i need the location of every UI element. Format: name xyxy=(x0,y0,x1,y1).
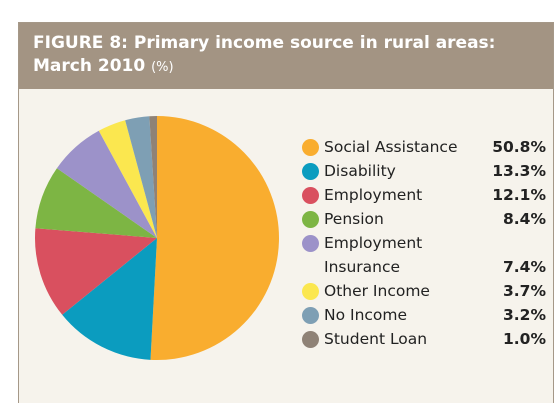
legend-label: Disability xyxy=(324,162,396,180)
value-label: 13.3% xyxy=(492,162,546,180)
legend-item: Employment 12.1% xyxy=(302,183,546,207)
pie-slice xyxy=(125,116,157,238)
pie-slice xyxy=(56,130,158,238)
legend-item: Student Loan 1.0% xyxy=(302,327,546,351)
pie-slice xyxy=(62,238,157,360)
legend-swatch xyxy=(302,210,319,228)
pie-slice xyxy=(35,168,157,238)
legend-swatch xyxy=(302,330,319,348)
legend-item: Employment Insurance 7.4% xyxy=(302,231,546,279)
legend-item: Social Assistance 50.8% xyxy=(302,135,546,159)
legend-item: No Income 3.2% xyxy=(302,303,546,327)
value-label: 50.8% xyxy=(492,138,546,156)
pie-slice xyxy=(150,116,280,360)
legend-swatch xyxy=(302,162,319,180)
unit: (%) xyxy=(151,60,174,75)
legend-item: Other Income 3.7% xyxy=(302,279,546,303)
legend-label: No Income xyxy=(324,306,408,324)
legend-label: Student Loan xyxy=(324,330,428,348)
legend-item: Pension 8.4% xyxy=(302,207,546,231)
legend-swatch xyxy=(302,306,319,324)
value-label: 1.0% xyxy=(503,330,546,348)
legend-swatch xyxy=(302,186,319,204)
legend-label: Social Assistance xyxy=(324,138,458,156)
value-label: 12.1% xyxy=(492,186,546,204)
pie-slice xyxy=(149,116,157,238)
legend-label: Employment Insurance xyxy=(324,234,423,276)
legend-swatch xyxy=(302,138,319,156)
value-label: 3.2% xyxy=(503,306,546,324)
header: FIGURE 8: Primary income source in rural… xyxy=(19,23,553,89)
value-label: 3.7% xyxy=(503,282,546,300)
value-label: 7.4% xyxy=(503,258,546,276)
legend: Social Assistance 50.8% Disability 13.3% Emp… xyxy=(302,135,546,351)
chart-title: FIGURE 8: Primary income source in rural… xyxy=(33,33,496,76)
pie-slice xyxy=(98,120,157,238)
legend-label: Employment xyxy=(324,186,423,204)
legend-item: Disability 13.3% xyxy=(302,159,546,183)
legend-swatch xyxy=(302,234,319,252)
legend-label: Other Income xyxy=(324,282,430,300)
pie-slice xyxy=(35,228,157,315)
legend-swatch xyxy=(302,282,319,300)
value-label: 8.4% xyxy=(503,210,546,228)
legend-label: Pension xyxy=(324,210,384,228)
